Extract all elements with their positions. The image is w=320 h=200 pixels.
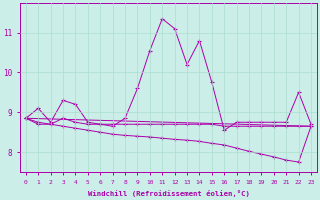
X-axis label: Windchill (Refroidissement éolien,°C): Windchill (Refroidissement éolien,°C) xyxy=(87,190,249,197)
